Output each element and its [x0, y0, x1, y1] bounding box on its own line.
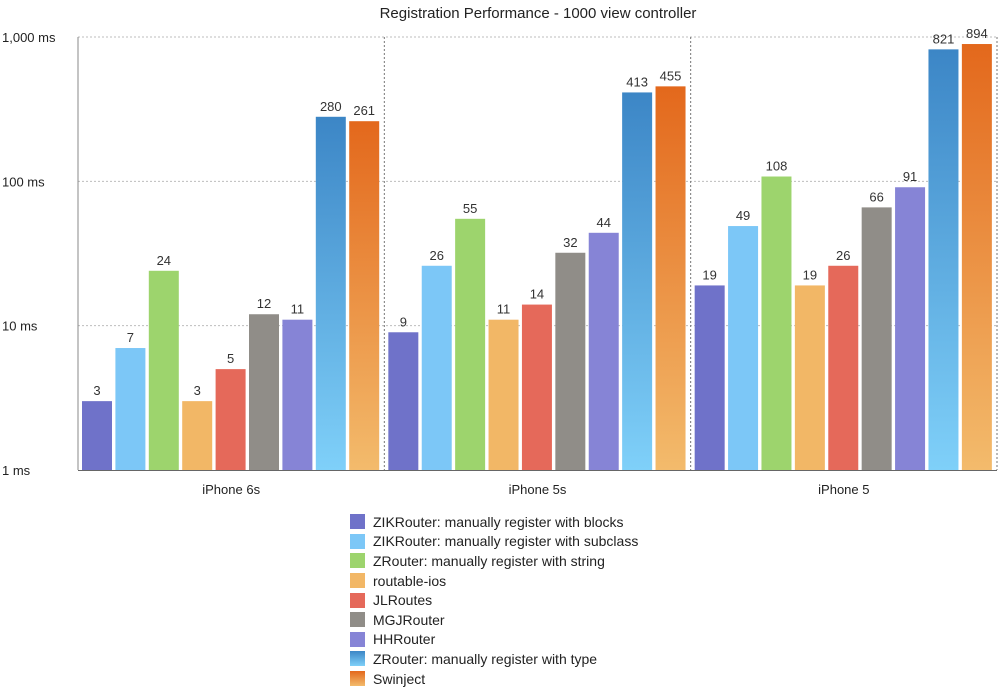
- bar: [555, 252, 586, 470]
- bar: [794, 285, 825, 470]
- data-label: 44: [596, 215, 610, 230]
- legend-swatch: [350, 553, 365, 569]
- legend-swatch: [350, 592, 365, 608]
- bar: [182, 401, 213, 470]
- data-label: 413: [626, 74, 648, 89]
- bar: [961, 44, 992, 470]
- legend-item: ZRouter: manually register with string: [350, 551, 638, 571]
- data-label: 9: [400, 314, 407, 329]
- bar: [249, 314, 279, 470]
- data-label: 11: [497, 302, 511, 317]
- data-label: 821: [933, 31, 955, 46]
- data-label: 7: [127, 330, 134, 345]
- legend-label: JLRoutes: [373, 592, 433, 609]
- legend-item: MGJRouter: [350, 610, 638, 630]
- data-label: 19: [702, 267, 716, 282]
- bar: [828, 265, 859, 470]
- legend-item: HHRouter: [350, 630, 638, 650]
- bar: [655, 86, 686, 470]
- bar: [421, 265, 452, 470]
- legend-item: Swinject: [350, 669, 638, 689]
- bar: [928, 49, 959, 471]
- data-label: 280: [320, 99, 342, 114]
- legend-swatch: [350, 573, 365, 589]
- bar: [455, 218, 486, 470]
- data-label: 19: [803, 267, 817, 282]
- data-label: 91: [903, 169, 917, 184]
- legend-swatch: [350, 651, 365, 667]
- bar: [215, 369, 246, 470]
- legend-label: ZIKRouter: manually register with subcla…: [373, 533, 639, 550]
- legend-item: ZIKRouter: manually register with blocks: [350, 512, 638, 532]
- data-label: 14: [530, 287, 544, 302]
- x-tick-label: iPhone 5s: [509, 482, 567, 497]
- legend-swatch: [350, 533, 365, 549]
- legend-label: Swinject: [373, 670, 426, 687]
- data-label: 455: [660, 68, 682, 83]
- data-label: 26: [429, 248, 443, 263]
- data-label: 3: [194, 383, 201, 398]
- bar: [282, 319, 313, 470]
- data-label: 55: [463, 201, 477, 216]
- legend-item: ZIKRouter: manually register with subcla…: [350, 532, 638, 552]
- bar: [728, 226, 759, 470]
- bar: [148, 270, 179, 470]
- legend: ZIKRouter: manually register with blocks…: [350, 512, 638, 688]
- x-tick-label: iPhone 5: [818, 482, 869, 497]
- bar: [388, 332, 419, 470]
- legend-swatch: [350, 514, 365, 530]
- legend-label: routable-ios: [373, 572, 447, 589]
- data-label: 11: [291, 302, 305, 317]
- legend-swatch: [350, 631, 365, 647]
- bars: [82, 44, 992, 471]
- y-tick-label: 1,000 ms: [2, 30, 56, 45]
- bar: [349, 121, 380, 471]
- data-label: 26: [836, 248, 850, 263]
- bar: [861, 207, 892, 471]
- legend-label: ZRouter: manually register with string: [373, 552, 605, 569]
- legend-label: MGJRouter: [373, 611, 445, 628]
- y-tick-label: 100 ms: [2, 174, 45, 189]
- bar: [521, 304, 552, 470]
- data-label: 66: [869, 189, 883, 204]
- data-label: 108: [766, 159, 788, 174]
- bar: [82, 401, 112, 470]
- bar: [694, 285, 725, 470]
- y-tick-label: 10 ms: [2, 319, 38, 334]
- data-label: 32: [563, 235, 577, 250]
- bar: [315, 116, 346, 471]
- chart-title: Registration Performance - 1000 view con…: [380, 5, 697, 22]
- data-label: 49: [736, 208, 750, 223]
- bar: [588, 232, 619, 470]
- x-tick-label: iPhone 6s: [202, 482, 260, 497]
- data-label: 261: [353, 103, 375, 118]
- bar: [761, 176, 792, 471]
- bar: [622, 92, 653, 470]
- y-tick-label: 1 ms: [2, 463, 31, 478]
- bar: [115, 348, 146, 470]
- legend-item: routable-ios: [350, 571, 638, 591]
- legend-item: ZRouter: manually register with type: [350, 649, 638, 669]
- legend-label: HHRouter: [373, 631, 436, 648]
- data-label: 5: [227, 351, 234, 366]
- axes: 1 ms 10 ms 100 ms 1,000 ms iPhone 6s iPhone 5…: [2, 30, 997, 497]
- legend-label: ZIKRouter: manually register with blocks: [373, 513, 624, 530]
- legend-swatch: [350, 612, 365, 628]
- data-label: 24: [157, 253, 171, 268]
- data-label: 12: [257, 296, 271, 311]
- legend-swatch: [350, 671, 365, 687]
- legend-label: ZRouter: manually register with type: [373, 650, 598, 667]
- data-label: 894: [966, 26, 988, 41]
- data-label: 3: [93, 383, 100, 398]
- legend-item: JLRoutes: [350, 590, 638, 610]
- bar: [488, 319, 519, 470]
- bar: [895, 187, 926, 470]
